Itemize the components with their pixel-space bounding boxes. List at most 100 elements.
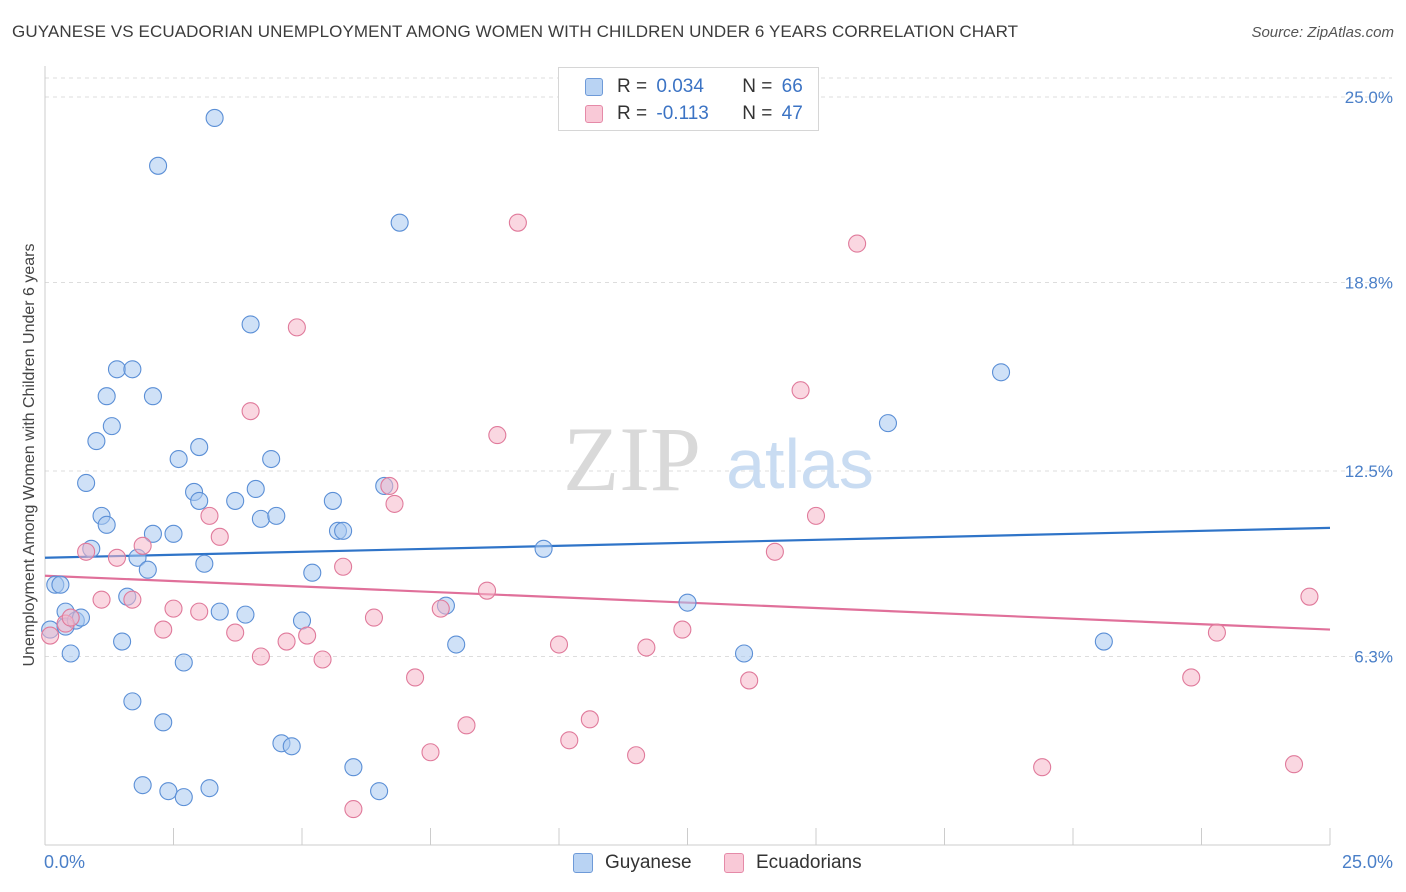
point-guyanese [190, 491, 209, 510]
chart-title: GUYANESE VS ECUADORIAN UNEMPLOYMENT AMON… [12, 22, 1019, 41]
point-guyanese [678, 593, 697, 612]
point-ecuadorians [334, 557, 353, 576]
point-ecuadorians [627, 746, 646, 765]
point-ecuadorians [765, 542, 784, 561]
point-guyanese [97, 515, 116, 534]
point-guyanese [323, 491, 342, 510]
point-guyanese [303, 563, 322, 582]
point-guyanese [195, 554, 214, 573]
legend-n-value: 66 [781, 76, 803, 97]
point-ecuadorians [1182, 668, 1201, 687]
point-guyanese [447, 635, 466, 654]
x-tick-min: 0.0% [44, 852, 86, 872]
point-ecuadorians [164, 599, 183, 618]
point-ecuadorians [287, 318, 306, 337]
point-ecuadorians [385, 494, 404, 513]
point-guyanese [734, 644, 754, 663]
point-guyanese [241, 315, 260, 334]
point-guyanese [77, 473, 96, 493]
legend-label-guyanese: Guyanese [605, 852, 692, 873]
point-guyanese [205, 108, 224, 127]
point-ecuadorians [549, 635, 569, 654]
point-ecuadorians [637, 638, 656, 657]
y-tick-label: 6.3% [1354, 648, 1393, 667]
y-tick-label: 18.8% [1345, 274, 1393, 293]
legend-row-guyanese: R = 0.034 N = 66 [585, 75, 803, 99]
point-guyanese [87, 432, 106, 451]
legend-item-ecuadorians[interactable]: Ecuadorians [724, 852, 862, 874]
source-label: Source: ZipAtlas.com [1251, 24, 1394, 41]
point-ecuadorians [1207, 623, 1226, 642]
point-guyanese [878, 414, 898, 433]
point-ecuadorians [92, 590, 111, 609]
point-ecuadorians [190, 602, 209, 621]
point-ecuadorians [154, 620, 173, 639]
point-ecuadorians [508, 213, 527, 232]
point-guyanese [190, 438, 209, 457]
point-guyanese [51, 575, 70, 594]
point-guyanese [149, 156, 168, 175]
point-guyanese [1094, 632, 1113, 651]
legend-row-ecuadorians: R = -0.113 N = 47 [585, 102, 803, 126]
legend-swatch-guyanese [585, 78, 603, 96]
trend-line-guyanese [44, 526, 1331, 559]
point-guyanese [534, 539, 553, 558]
point-guyanese [200, 779, 219, 798]
point-ecuadorians [251, 647, 270, 666]
legend-r-value: -0.113 [656, 103, 709, 124]
legend-r-label: R = [617, 76, 648, 97]
point-ecuadorians [344, 800, 363, 819]
legend-label-ecuadorians: Ecuadorians [756, 852, 862, 873]
point-ecuadorians [421, 743, 440, 762]
y-tick-label: 12.5% [1345, 462, 1393, 481]
point-ecuadorians [457, 716, 476, 735]
data-points [41, 108, 1319, 819]
point-guyanese [133, 776, 152, 795]
point-ecuadorians [380, 476, 399, 496]
point-guyanese [246, 479, 265, 499]
point-ecuadorians [123, 590, 142, 609]
point-guyanese [210, 602, 229, 621]
point-ecuadorians [806, 506, 826, 525]
point-ecuadorians [673, 620, 692, 639]
point-ecuadorians [226, 623, 245, 642]
point-guyanese [262, 449, 281, 469]
point-guyanese [236, 605, 255, 624]
watermark-atlas: atlas [726, 425, 874, 503]
grid-lines [45, 77, 1392, 658]
point-guyanese [370, 782, 389, 801]
point-ecuadorians [1284, 755, 1304, 774]
point-guyanese [991, 363, 1011, 382]
point-guyanese [169, 449, 188, 469]
point-guyanese [61, 644, 80, 663]
stats-legend: R = 0.034 N = 66 R = -0.113 N = 47 [558, 67, 819, 131]
point-guyanese [174, 788, 193, 807]
point-guyanese [143, 524, 162, 543]
point-ecuadorians [791, 381, 810, 400]
point-ecuadorians [133, 536, 152, 555]
legend-n-value: 47 [781, 103, 803, 124]
axes [44, 66, 1331, 846]
y-tick-labels: 25.0% 18.8% 12.5% 6.3% [1345, 88, 1393, 667]
point-guyanese [143, 387, 162, 406]
point-guyanese [344, 758, 363, 777]
point-ecuadorians [200, 506, 219, 525]
y-axis-label: Unemployment Among Women with Children U… [21, 243, 38, 666]
legend-n-label: N = [742, 103, 773, 124]
legend-swatch-guyanese [573, 853, 593, 873]
point-ecuadorians [740, 671, 759, 690]
point-guyanese [102, 417, 121, 436]
series-legend: Guyanese Ecuadorians [0, 852, 1406, 876]
point-guyanese [226, 491, 245, 510]
point-guyanese [174, 653, 193, 672]
legend-r-value: 0.034 [656, 76, 704, 97]
watermark-zip: ZIP [563, 408, 701, 510]
point-guyanese [164, 524, 183, 543]
point-guyanese [154, 713, 173, 732]
legend-swatch-ecuadorians [724, 853, 744, 873]
point-ecuadorians [580, 710, 599, 729]
point-ecuadorians [298, 626, 317, 645]
point-ecuadorians [277, 632, 296, 651]
legend-item-guyanese[interactable]: Guyanese [573, 852, 692, 874]
point-guyanese [107, 360, 127, 379]
